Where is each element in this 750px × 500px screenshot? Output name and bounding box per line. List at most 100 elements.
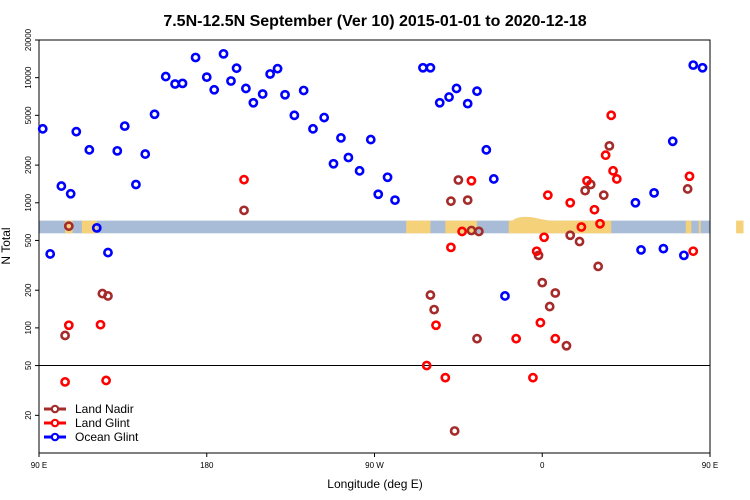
point-land-glint [511, 333, 522, 344]
x-axis-label: Longitude (deg E) [327, 477, 422, 491]
point-land-nadir [598, 190, 609, 201]
y-tick-label: 20 [24, 410, 33, 419]
point-ocean-glint [103, 247, 113, 258]
point-land-glint [239, 174, 249, 185]
point-ocean-glint [462, 98, 473, 109]
point-land-glint [446, 242, 456, 253]
point-ocean-glint [190, 52, 201, 63]
point-land-nadir [472, 333, 482, 344]
point-land-glint [582, 175, 592, 186]
point-land-nadir [544, 301, 555, 312]
point-ocean-glint [160, 71, 171, 82]
point-land-nadir [537, 277, 548, 288]
point-land-glint [440, 372, 451, 383]
series-ocean-glint [37, 48, 708, 301]
point-ocean-glint [131, 179, 141, 190]
y-tick-label: 50 [24, 361, 33, 370]
x-axis: 90 E 180 90 W 0 90 E [31, 453, 718, 470]
x-tick-label: 90 E [31, 461, 47, 470]
point-ocean-glint [37, 123, 48, 134]
point-land-nadir [60, 330, 70, 341]
point-land-nadir [604, 140, 615, 151]
point-land-glint [606, 110, 617, 121]
legend-marker-land-glint [50, 418, 60, 428]
point-land-nadir [425, 290, 436, 300]
point-land-glint [600, 150, 611, 161]
y-tick-label: 100 [24, 321, 33, 335]
point-land-nadir [462, 195, 473, 206]
point-ocean-glint [272, 63, 283, 74]
point-ocean-glint [630, 197, 641, 208]
land-segment [406, 220, 431, 234]
y-tick-label: 20000 [24, 28, 33, 51]
point-ocean-glint [231, 63, 242, 74]
point-land-glint [535, 317, 546, 328]
point-land-nadir [63, 221, 74, 232]
point-ocean-glint [84, 144, 95, 155]
point-ocean-glint [170, 79, 180, 89]
y-tick-label: 2000 [24, 156, 33, 174]
point-land-glint [608, 165, 618, 176]
point-ocean-glint [418, 62, 428, 73]
land-segment [508, 220, 612, 234]
plot-frame [38, 39, 711, 454]
point-ocean-glint [177, 78, 188, 89]
point-ocean-glint [65, 188, 76, 199]
point-ocean-glint [481, 144, 492, 155]
legend-label-ocean-glint: Ocean Glint [75, 430, 139, 444]
point-land-nadir [561, 340, 572, 351]
point-ocean-glint [444, 92, 454, 102]
x-tick-label: 0 [540, 461, 545, 470]
point-land-glint [684, 171, 695, 182]
point-ocean-glint [265, 69, 276, 79]
point-land-glint [63, 320, 74, 331]
point-ocean-glint [280, 89, 290, 100]
point-ocean-glint [240, 83, 251, 94]
chart-title: 7.5N-12.5N September (Ver 10) 2015-01-01… [163, 13, 586, 30]
point-land-glint [457, 226, 468, 237]
land-ocean-band [39, 216, 744, 234]
point-ocean-glint [451, 83, 462, 94]
point-land-glint [565, 197, 576, 208]
legend: Land Nadir Land Glint Ocean Glint [44, 402, 139, 444]
point-ocean-glint [201, 72, 212, 83]
y-tick-label: 10000 [24, 66, 33, 89]
point-ocean-glint [365, 134, 376, 145]
point-ocean-glint [289, 110, 300, 121]
point-ocean-glint [472, 86, 482, 97]
point-ocean-glint [218, 48, 229, 59]
coast-shape [512, 216, 550, 221]
point-ocean-glint [354, 165, 365, 176]
point-ocean-glint [91, 222, 102, 233]
point-ocean-glint [298, 85, 309, 96]
legend-label-land-nadir: Land Nadir [75, 402, 134, 416]
legend-item-land-glint: Land Glint [44, 416, 130, 430]
point-land-glint [576, 222, 587, 232]
series-land-glint [60, 110, 699, 387]
point-land-glint [95, 319, 106, 330]
point-land-nadir [103, 291, 113, 301]
point-ocean-glint [688, 60, 699, 71]
legend-marker-land-nadir [50, 404, 60, 414]
point-land-glint [595, 218, 605, 229]
point-land-glint [539, 232, 550, 243]
data-points [37, 48, 708, 436]
point-ocean-glint [328, 158, 339, 169]
point-land-nadir [429, 304, 440, 315]
point-ocean-glint [658, 243, 669, 254]
point-ocean-glint [343, 152, 354, 163]
point-ocean-glint [140, 149, 151, 159]
point-ocean-glint [226, 76, 236, 86]
point-ocean-glint [248, 97, 259, 108]
series-land-nadir [60, 140, 693, 436]
y-tick-label: 5000 [24, 106, 33, 124]
point-ocean-glint [71, 126, 82, 137]
point-land-nadir [453, 175, 464, 185]
y-axis-label: N Total [0, 227, 13, 264]
x-tick-label: 90 W [365, 461, 384, 470]
point-ocean-glint [149, 109, 160, 120]
point-ocean-glint [390, 195, 400, 206]
x-tick-label: 180 [200, 461, 214, 470]
point-ocean-glint [112, 145, 123, 156]
point-land-glint [101, 375, 111, 386]
